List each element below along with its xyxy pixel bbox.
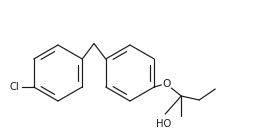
- Text: HO: HO: [155, 119, 170, 129]
- Text: Cl: Cl: [9, 82, 19, 92]
- Text: O: O: [162, 79, 170, 89]
